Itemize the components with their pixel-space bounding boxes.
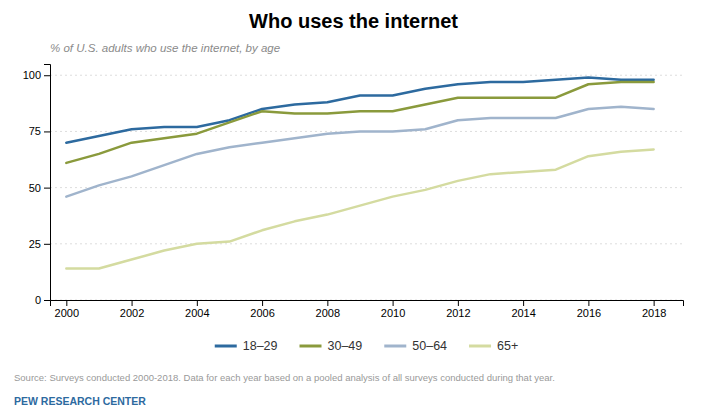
grid-line [50,187,683,188]
grid [50,75,683,300]
legend-label: 30–49 [328,339,363,353]
x-tick-mark [132,300,133,306]
legend-swatch [384,345,406,348]
subtitle: % of U.S. adults who use the internet, b… [50,42,280,54]
x-tick: 2014 [511,300,535,319]
x-tick-label: 2000 [55,307,79,319]
x-tick-mark [262,300,263,306]
y-axis-line [44,65,51,301]
x-tick-label: 2018 [642,307,666,319]
x-tick: 2004 [185,300,209,319]
y-tick-mark [44,300,50,301]
footer: PEW RESEARCH CENTER [14,395,146,407]
x-tick-label: 2012 [446,307,470,319]
legend: 18–29 30–49 50–64 65+ [215,339,519,353]
plot-area: 2000 2002 2004 2006 2008 2010 2012 2014 2016 2018… [23,65,684,319]
x-tick: 2000 [55,300,79,319]
x-tick-mark [66,300,67,306]
legend-label: 50–64 [412,339,447,353]
x-tick-mark [523,300,524,306]
x-tick: 2006 [250,300,274,319]
x-tick-label: 2010 [381,307,405,319]
y-tick: 100 [23,69,50,81]
legend-item: 30–49 [300,339,363,353]
x-tick: 2018 [642,300,666,319]
grid-line [50,75,683,76]
y-tick-mark [44,244,50,245]
legend-swatch [215,345,237,348]
x-tick-mark [393,300,394,306]
x-tick-label: 2014 [511,307,535,319]
x-tick: 2008 [316,300,340,319]
x-tick-label: 2016 [577,307,601,319]
x-tick-mark [588,300,589,306]
x-axis: 2000 2002 2004 2006 2008 2010 2012 2014 2016 2018 [51,300,684,319]
legend-item: 65+ [469,339,518,353]
y-axis: 0 25 50 75 100 [23,65,51,307]
title: Who uses the internet [249,10,458,32]
x-tick-mark [458,300,459,306]
x-tick-label: 2006 [250,307,274,319]
y-tick-mark [44,188,50,189]
source: Source: Surveys conducted 2000-2018. Dat… [14,372,555,383]
series-line [66,149,653,268]
y-tick-label: 0 [35,294,41,306]
legend-label: 18–29 [243,339,278,353]
series-line [66,82,653,163]
chart: Who uses the internet % of U.S. adults wh… [0,0,707,419]
y-tick-mark [44,131,50,132]
x-tick-label: 2002 [120,307,144,319]
y-tick-label: 100 [23,69,41,81]
x-tick: 2016 [577,300,601,319]
x-tick: 2010 [381,300,405,319]
x-tick-mark [654,300,655,306]
x-tick: 2002 [120,300,144,319]
y-tick: 0 [35,294,50,306]
legend-label: 65+ [497,339,518,353]
legend-swatch [300,345,322,348]
x-axis-line [51,301,684,307]
y-tick-mark [44,75,50,76]
grid-line [50,243,683,244]
y-tick: 75 [29,125,50,137]
legend-swatch [469,345,491,348]
lines [66,77,653,268]
series-line [66,107,653,197]
x-tick-label: 2008 [316,307,340,319]
x-tick-mark [327,300,328,306]
x-tick: 2012 [446,300,470,319]
x-tick-mark [197,300,198,306]
y-tick: 25 [29,238,50,250]
y-tick-label: 75 [29,125,41,137]
y-tick: 50 [29,182,50,194]
legend-item: 18–29 [215,339,278,353]
y-tick-label: 50 [29,182,41,194]
y-tick-label: 25 [29,238,41,250]
x-tick-label: 2004 [185,307,209,319]
legend-item: 50–64 [384,339,447,353]
